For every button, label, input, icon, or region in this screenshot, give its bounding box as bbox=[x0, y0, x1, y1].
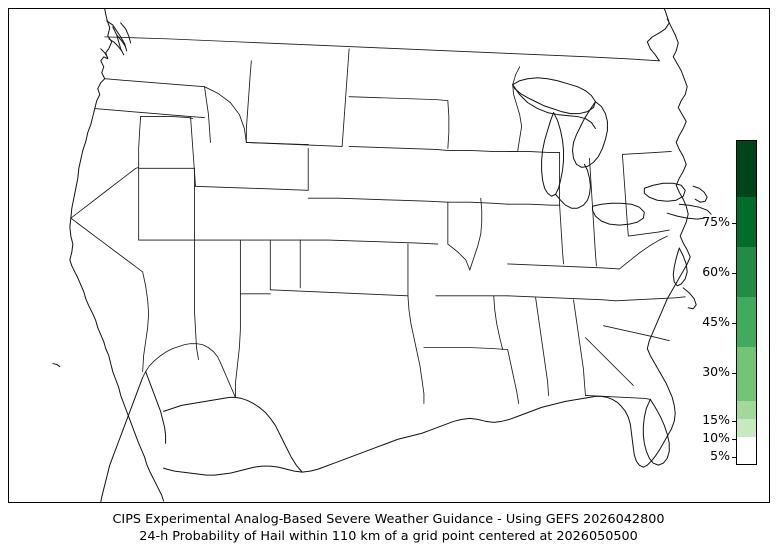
colorbar-band-90 bbox=[737, 141, 756, 197]
colorbar-tick-60 bbox=[732, 273, 737, 274]
colorbar-tick-5 bbox=[732, 457, 737, 458]
probability-colorbar[interactable] bbox=[732, 140, 757, 465]
colorbar-tick-15 bbox=[732, 421, 737, 422]
colorbar-tick-75 bbox=[732, 223, 737, 224]
map-axes[interactable] bbox=[8, 8, 770, 503]
colorbar-band-10 bbox=[737, 419, 756, 437]
colorbar-band-45 bbox=[737, 297, 756, 347]
us-map-outline bbox=[9, 9, 769, 502]
caption-line-1: CIPS Experimental Analog-Based Severe We… bbox=[112, 512, 665, 527]
figure-caption: CIPS Experimental Analog-Based Severe We… bbox=[0, 511, 777, 545]
colorbar-band-15 bbox=[737, 401, 756, 419]
colorbar-tick-45 bbox=[732, 323, 737, 324]
colorbar-band-75 bbox=[737, 197, 756, 247]
colorbar-band-60 bbox=[737, 247, 756, 297]
colorbar-band-30 bbox=[737, 347, 756, 401]
colorbar-tick-10 bbox=[732, 439, 737, 440]
colorbar-band-5 bbox=[737, 437, 756, 464]
colorbar-tick-30 bbox=[732, 373, 737, 374]
caption-line-2: 24-h Probability of Hail within 110 km o… bbox=[139, 529, 638, 544]
